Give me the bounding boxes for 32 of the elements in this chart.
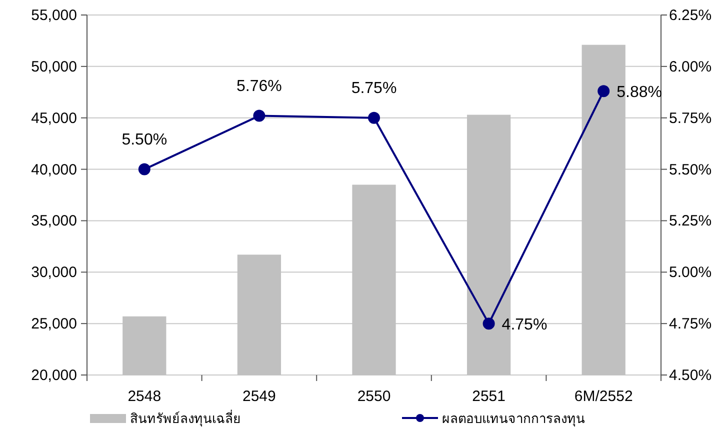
- y-tick-label: 30,000: [31, 264, 77, 282]
- x-tick-label: 2549: [242, 388, 276, 405]
- x-tick-label: 6M/2552: [574, 388, 633, 405]
- x-tick-label: 2550: [357, 388, 391, 405]
- data-label: 5.75%: [351, 80, 397, 97]
- point: [138, 163, 150, 176]
- legend-label: ผลตอบแทนจากการลงทุน: [442, 411, 585, 427]
- legend-label: สินทรัพย์ลงทุนเฉลี่ย: [130, 410, 241, 427]
- point: [598, 85, 610, 98]
- y-tick-label: 45,000: [31, 110, 77, 127]
- y-tick-label: 35,000: [31, 212, 77, 230]
- x-tick-label: 2548: [128, 388, 162, 405]
- point: [482, 318, 495, 330]
- y2-tick-label: 6.00%: [669, 58, 712, 76]
- y-tick-label: 40,000: [31, 161, 77, 178]
- y-tick-label: 55,000: [31, 7, 77, 24]
- y-tick-label: 25,000: [31, 316, 77, 333]
- y-tick-label: 50,000: [31, 58, 77, 76]
- y-tick-label: 20,000: [31, 367, 77, 384]
- y2-tick-label: 4.75%: [669, 316, 712, 333]
- data-label: 4.75%: [502, 316, 548, 334]
- y2-tick-label: 5.50%: [669, 161, 712, 178]
- y2-tick-label: 5.75%: [669, 110, 712, 127]
- point: [253, 110, 266, 122]
- y2-tick-label: 4.50%: [669, 367, 712, 384]
- data-label: 5.76%: [236, 78, 282, 95]
- data-label: 5.50%: [122, 131, 168, 148]
- x-tick-label: 2551: [472, 388, 506, 405]
- y2-tick-label: 5.25%: [669, 212, 712, 230]
- y2-tick-label: 6.25%: [669, 7, 712, 24]
- y2-tick-label: 5.00%: [669, 264, 712, 282]
- point: [368, 112, 380, 124]
